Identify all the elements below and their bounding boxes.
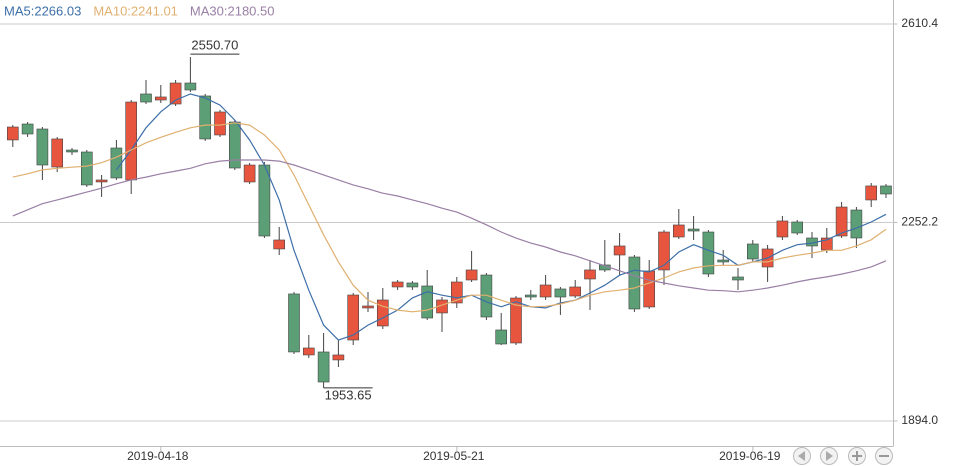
candle-body xyxy=(66,149,78,153)
scroll-controls xyxy=(793,447,893,465)
x-tick-label: 2019-04-18 xyxy=(127,449,189,463)
candle-body xyxy=(539,284,552,298)
legend-entry: MA30:2180.50 xyxy=(190,3,275,18)
candle-body xyxy=(347,294,360,341)
candle-body xyxy=(362,305,374,309)
candle-body xyxy=(791,221,804,234)
candle-body xyxy=(672,224,685,238)
candle-body xyxy=(702,231,715,275)
candle-body xyxy=(628,256,641,310)
scroll-right-button[interactable] xyxy=(820,447,838,465)
candle-body xyxy=(273,239,286,250)
candle-body xyxy=(243,164,256,183)
scroll-left-button[interactable] xyxy=(793,447,811,465)
x-tick-label: 2019-06-19 xyxy=(719,449,781,463)
candle-body xyxy=(465,269,478,281)
candle-body xyxy=(36,128,49,166)
candle-body xyxy=(81,151,93,186)
candle-body xyxy=(746,243,759,260)
candle-body xyxy=(524,294,537,298)
candle-body xyxy=(110,147,123,179)
candle-body xyxy=(658,231,670,271)
legend-entry: MA10:2241.01 xyxy=(93,3,178,18)
candle-body xyxy=(776,220,789,238)
candle-body xyxy=(421,285,434,319)
candle-body xyxy=(184,82,197,91)
y-tick-label: 1894.0 xyxy=(901,413,938,427)
candle-body xyxy=(406,282,419,288)
candle-body xyxy=(125,101,137,181)
candle-body xyxy=(732,276,744,281)
candle-body xyxy=(510,297,522,344)
candle-body xyxy=(258,164,271,237)
candle-body xyxy=(613,245,626,256)
candle-body xyxy=(569,286,582,297)
candle-body xyxy=(332,354,345,361)
ma-line xyxy=(12,159,887,293)
candle-body xyxy=(554,288,567,298)
candle-body xyxy=(95,179,108,183)
zoom-out-button[interactable] xyxy=(875,447,893,465)
candle-body xyxy=(302,347,315,356)
candle-body xyxy=(214,111,226,136)
candle-body xyxy=(880,185,892,195)
candle-body xyxy=(229,121,241,169)
zoom-in-button[interactable] xyxy=(848,447,866,465)
candle-body xyxy=(21,123,34,135)
price-annotation: 2550.70 xyxy=(191,38,238,53)
candle-body xyxy=(140,93,152,103)
candle-body xyxy=(835,206,848,237)
y-tick-label: 2252.2 xyxy=(901,215,938,229)
candle-body xyxy=(687,228,700,232)
candle-body xyxy=(865,185,878,201)
legend-entry: MA5:2266.03 xyxy=(4,3,81,18)
candle-body xyxy=(495,329,508,345)
candle-body xyxy=(7,126,19,141)
x-tick-label: 2019-05-21 xyxy=(423,449,485,463)
candle-body xyxy=(584,269,596,280)
candle-body xyxy=(717,259,730,263)
candle-body xyxy=(480,274,493,318)
ma-line xyxy=(12,122,887,313)
candle-body xyxy=(376,299,389,327)
candle-body xyxy=(391,281,404,288)
candle-body xyxy=(850,209,863,239)
candle-body xyxy=(317,351,330,383)
candle-body xyxy=(51,138,64,168)
ma-line xyxy=(115,93,887,341)
candle-body xyxy=(199,95,211,140)
candle-body xyxy=(155,96,167,101)
candle-body xyxy=(288,293,300,353)
candle-body xyxy=(643,270,656,308)
candle-body xyxy=(169,82,182,105)
price-annotation: 1953.65 xyxy=(325,387,372,402)
candle-body xyxy=(450,281,463,304)
y-tick-label: 2610.4 xyxy=(901,16,938,30)
